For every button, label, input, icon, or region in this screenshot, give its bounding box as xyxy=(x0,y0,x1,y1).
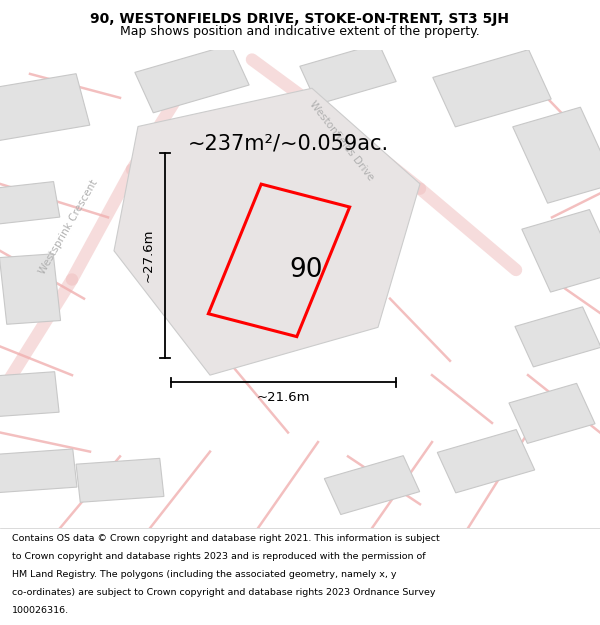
Text: Contains OS data © Crown copyright and database right 2021. This information is : Contains OS data © Crown copyright and d… xyxy=(12,534,440,543)
Text: 100026316.: 100026316. xyxy=(12,606,69,614)
Polygon shape xyxy=(0,254,61,324)
Polygon shape xyxy=(135,44,249,112)
Polygon shape xyxy=(522,209,600,292)
Polygon shape xyxy=(76,458,164,503)
Text: ~21.6m: ~21.6m xyxy=(257,391,310,404)
Text: Westonfields Drive: Westonfields Drive xyxy=(308,99,376,182)
Text: HM Land Registry. The polygons (including the associated geometry, namely x, y: HM Land Registry. The polygons (includin… xyxy=(12,570,397,579)
Polygon shape xyxy=(0,449,77,493)
Polygon shape xyxy=(114,88,420,375)
Polygon shape xyxy=(437,429,535,493)
Text: co-ordinates) are subject to Crown copyright and database rights 2023 Ordnance S: co-ordinates) are subject to Crown copyr… xyxy=(12,588,436,597)
Polygon shape xyxy=(433,49,551,127)
Text: Westsprink Crescent: Westsprink Crescent xyxy=(38,178,100,276)
Text: Map shows position and indicative extent of the property.: Map shows position and indicative extent… xyxy=(120,24,480,38)
Polygon shape xyxy=(509,383,595,443)
Text: ~237m²/~0.059ac.: ~237m²/~0.059ac. xyxy=(187,133,389,153)
Polygon shape xyxy=(300,43,396,104)
Text: 90: 90 xyxy=(289,257,323,283)
Polygon shape xyxy=(515,307,600,367)
Polygon shape xyxy=(513,107,600,203)
Polygon shape xyxy=(325,456,419,514)
Polygon shape xyxy=(0,74,90,141)
Polygon shape xyxy=(0,372,59,417)
Text: ~27.6m: ~27.6m xyxy=(142,229,155,282)
Text: 90, WESTONFIELDS DRIVE, STOKE-ON-TRENT, ST3 5JH: 90, WESTONFIELDS DRIVE, STOKE-ON-TRENT, … xyxy=(91,12,509,26)
Polygon shape xyxy=(0,182,60,224)
Text: to Crown copyright and database rights 2023 and is reproduced with the permissio: to Crown copyright and database rights 2… xyxy=(12,552,425,561)
